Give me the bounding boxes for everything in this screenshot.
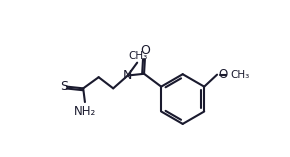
Text: CH₃: CH₃ — [128, 51, 147, 61]
Text: S: S — [60, 80, 68, 93]
Text: O: O — [140, 44, 150, 57]
Text: CH₃: CH₃ — [230, 70, 249, 80]
Text: N: N — [123, 69, 133, 82]
Text: NH₂: NH₂ — [74, 105, 96, 118]
Text: O: O — [218, 68, 227, 81]
